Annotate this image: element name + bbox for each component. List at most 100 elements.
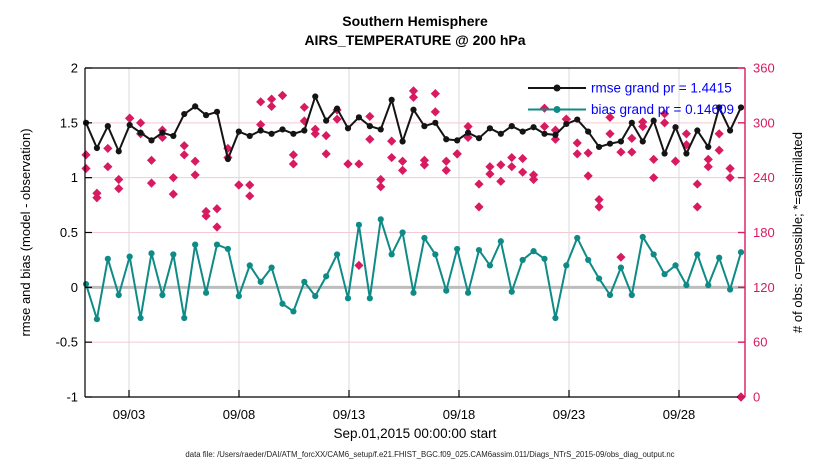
bias-point — [257, 278, 264, 285]
bias-point — [661, 271, 668, 278]
obs_assimilated-marker — [332, 114, 342, 124]
rmse-point — [683, 150, 690, 157]
obs_possible-marker — [692, 179, 702, 189]
obs_assimilated-marker — [234, 180, 244, 190]
rmse-point — [137, 129, 144, 136]
obs_possible-marker — [463, 121, 473, 132]
rmse-point — [443, 136, 450, 143]
obs_assimilated-marker — [288, 159, 299, 169]
bias-point — [486, 262, 494, 269]
rmse-point — [181, 110, 188, 118]
obs_assimilated-marker — [638, 121, 648, 132]
right-tick-label: 360 — [753, 61, 775, 76]
obs_possible-marker — [594, 195, 604, 205]
rmse-point — [213, 108, 221, 115]
obs_assimilated-marker — [659, 118, 670, 128]
left-tick-label: -1 — [66, 390, 78, 405]
bias-point — [202, 289, 210, 296]
rmse-point — [552, 131, 559, 138]
obs_possible-marker — [376, 174, 386, 185]
rmse-point — [323, 117, 330, 124]
rmse-point — [170, 132, 177, 140]
left-tick-label: 0 — [71, 280, 78, 295]
rmse-point — [432, 119, 439, 126]
obs_possible-marker — [627, 133, 637, 143]
bias-point — [213, 241, 221, 248]
bias-point — [159, 291, 166, 299]
rmse-point — [235, 128, 242, 135]
obs_possible-marker — [703, 154, 713, 164]
rmse-point — [388, 96, 395, 103]
obs_assimilated-marker — [299, 116, 309, 126]
rmse-point — [257, 127, 264, 134]
obs_assimilated-marker — [627, 147, 637, 157]
bias-point — [323, 273, 330, 280]
obs_possible-marker — [387, 136, 397, 146]
bias-point — [333, 251, 341, 258]
obs_assimilated-marker — [245, 191, 255, 201]
obs_assimilated-marker — [190, 170, 200, 180]
obs_assimilated-marker — [616, 252, 626, 262]
bias-point — [574, 234, 581, 242]
bias-point — [82, 280, 90, 288]
rmse-point — [650, 117, 657, 124]
obs_assimilated-marker — [408, 92, 419, 102]
rmse-point — [377, 126, 384, 133]
rmse-point — [202, 112, 210, 119]
obs_assimilated-marker — [376, 182, 386, 192]
obs_possible-marker — [408, 86, 419, 96]
right-tick-label: 120 — [753, 280, 775, 295]
obs_possible-marker — [256, 97, 266, 107]
right-tick-label: 300 — [753, 115, 775, 130]
rmse-point — [497, 130, 504, 137]
right-tick-label: 240 — [753, 170, 775, 185]
rmse-point — [661, 150, 668, 157]
obs_assimilated-marker — [594, 202, 604, 212]
obs_possible-marker — [518, 153, 528, 164]
bias-point — [606, 291, 614, 299]
x-tick-label: 09/23 — [553, 407, 586, 422]
bias-point — [290, 308, 297, 315]
legend-rmse-marker-icon — [553, 84, 561, 92]
obs_possible-marker — [365, 111, 375, 122]
obs_possible-marker — [539, 103, 550, 113]
bias-point — [377, 216, 384, 223]
bias-point — [410, 289, 417, 296]
rmse-point — [672, 124, 679, 131]
chart-subtitle: AIRS_TEMPERATURE @ 200 hPa — [304, 32, 525, 48]
bias-point — [181, 314, 188, 322]
obs_possible-marker — [266, 94, 277, 104]
left-tick-label: 0.5 — [60, 225, 78, 240]
obs_possible-marker — [441, 156, 451, 166]
rmse-point — [475, 135, 483, 142]
obs_possible-marker — [659, 109, 670, 119]
rmse-point — [410, 106, 417, 113]
rmse-point — [421, 123, 428, 130]
obs_possible-marker — [103, 143, 113, 154]
bias-point — [148, 250, 155, 257]
obs_possible-marker — [605, 112, 615, 122]
obs_possible-marker — [245, 180, 255, 190]
left-tick-label: -0.5 — [56, 335, 78, 350]
bias-point — [137, 314, 144, 322]
bias-point — [344, 295, 352, 302]
rmse-point — [290, 130, 297, 137]
bias-point — [508, 288, 515, 295]
bias-point — [563, 262, 570, 269]
obs_possible-marker — [616, 147, 626, 157]
obs_possible-marker — [179, 141, 189, 151]
chart-title: Southern Hemisphere — [342, 13, 488, 29]
obs_assimilated-marker — [354, 260, 364, 270]
obs_assimilated-marker — [277, 90, 288, 101]
rmse-point — [366, 123, 373, 130]
bias-point — [541, 255, 548, 262]
rmse-point — [639, 138, 646, 145]
obs_possible-marker — [168, 173, 178, 183]
obs_assimilated-marker — [714, 145, 724, 155]
obs_assimilated-marker — [125, 113, 135, 123]
obs_possible-marker — [583, 148, 593, 158]
obs_assimilated-marker — [168, 189, 178, 199]
rmse-point — [563, 120, 570, 128]
obs_assimilated-marker — [692, 202, 702, 212]
